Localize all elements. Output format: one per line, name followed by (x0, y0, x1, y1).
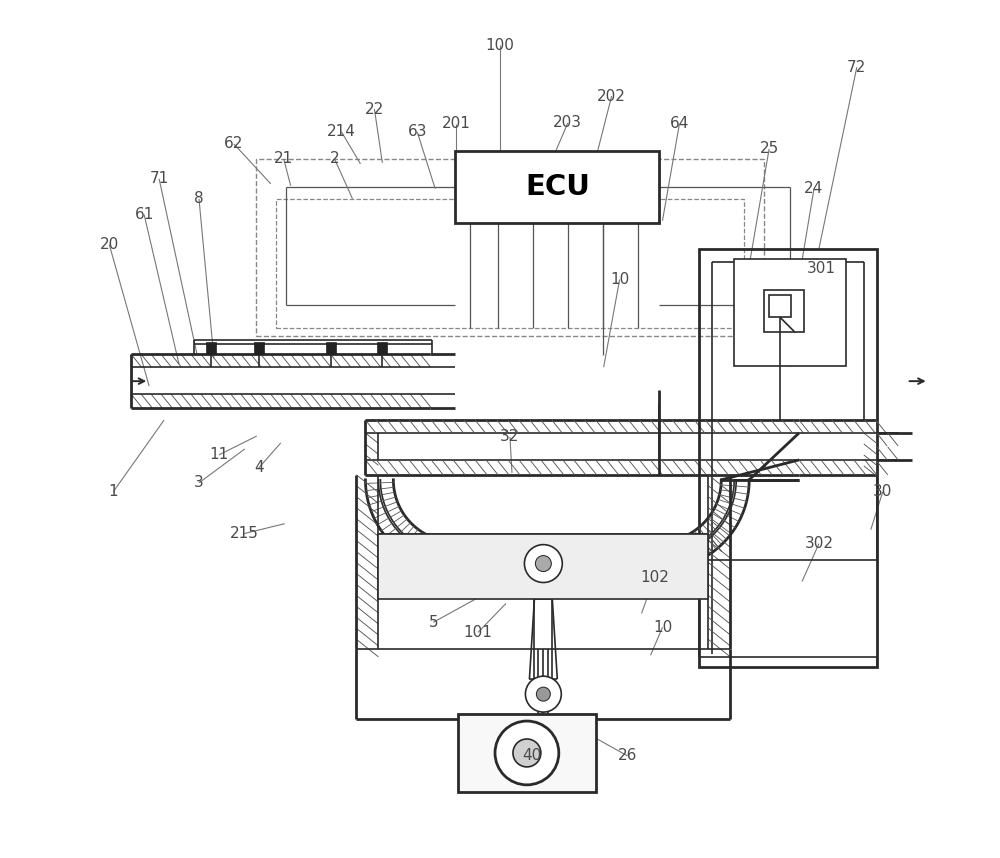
Text: 100: 100 (486, 38, 514, 52)
Text: 10: 10 (610, 272, 629, 287)
Text: 8: 8 (194, 191, 204, 206)
Text: 2: 2 (330, 151, 339, 166)
Text: 5: 5 (428, 615, 438, 630)
Bar (377, 342, 387, 354)
Bar (378, 534, 708, 600)
Circle shape (513, 739, 541, 767)
Circle shape (535, 556, 551, 571)
Text: 30: 30 (873, 484, 892, 499)
Text: 40: 40 (522, 748, 542, 764)
Text: 63: 63 (408, 124, 427, 140)
Bar (256, 159, 764, 336)
Text: 3: 3 (194, 475, 204, 490)
Text: 11: 11 (209, 447, 229, 462)
Bar (276, 199, 744, 329)
Text: 21: 21 (274, 151, 293, 166)
Text: 71: 71 (149, 172, 169, 186)
Bar (734, 258, 846, 366)
Bar (764, 291, 804, 332)
Text: 202: 202 (597, 88, 626, 104)
Text: 302: 302 (804, 536, 833, 551)
Text: 10: 10 (653, 619, 672, 635)
Text: 62: 62 (224, 136, 244, 151)
Text: 214: 214 (327, 124, 356, 140)
Text: 24: 24 (804, 181, 824, 196)
Circle shape (495, 721, 559, 785)
Text: 25: 25 (760, 142, 779, 156)
Text: 301: 301 (806, 261, 835, 276)
Bar (458, 714, 596, 792)
Bar (206, 342, 216, 354)
Bar (455, 151, 659, 223)
Text: 64: 64 (670, 117, 689, 131)
Bar (699, 249, 877, 668)
Bar (254, 342, 264, 354)
Circle shape (524, 545, 562, 583)
Text: ECU: ECU (525, 172, 590, 201)
Text: 203: 203 (553, 116, 582, 130)
Bar (326, 342, 336, 354)
Text: 22: 22 (365, 101, 384, 117)
Text: 26: 26 (618, 748, 637, 764)
Text: 201: 201 (442, 117, 471, 131)
Text: 20: 20 (100, 237, 119, 252)
Bar (769, 295, 791, 317)
Text: 215: 215 (229, 526, 258, 541)
Text: 72: 72 (847, 60, 866, 75)
Text: 32: 32 (500, 430, 520, 444)
Circle shape (525, 676, 561, 712)
Circle shape (536, 687, 550, 701)
Text: 1: 1 (108, 484, 118, 499)
Text: 4: 4 (254, 461, 264, 475)
Text: 102: 102 (640, 570, 669, 585)
Text: 101: 101 (464, 625, 493, 640)
Text: 61: 61 (134, 207, 154, 222)
